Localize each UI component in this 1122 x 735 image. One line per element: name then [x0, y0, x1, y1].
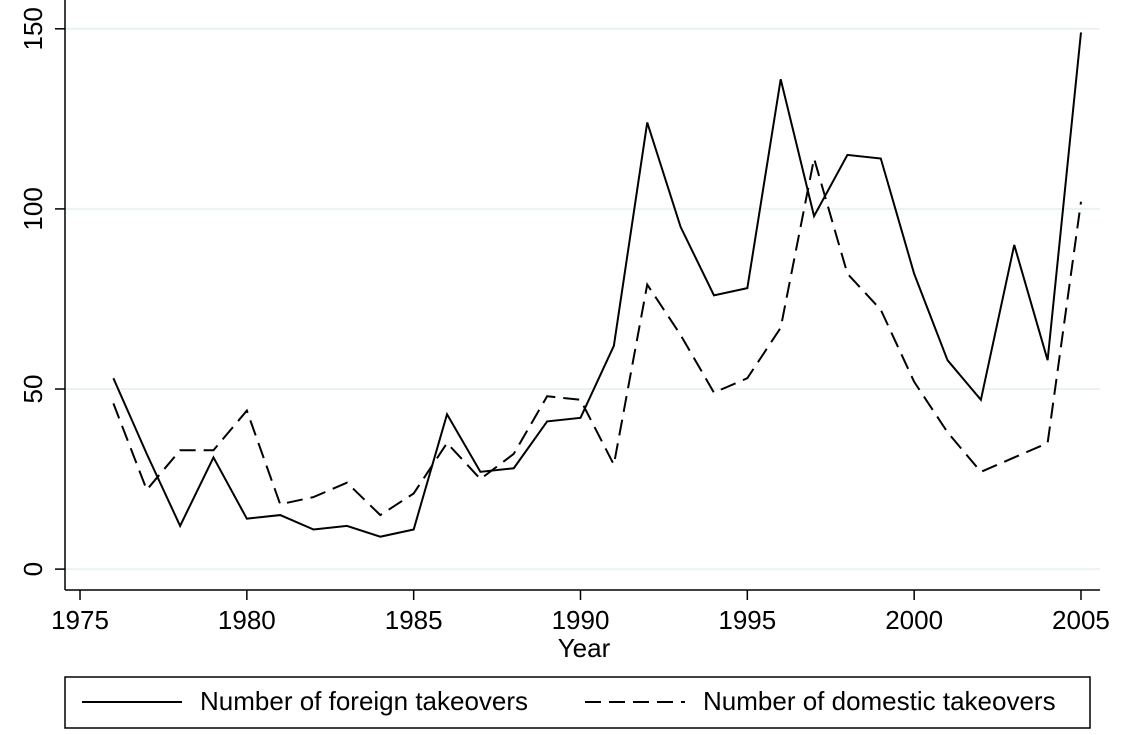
legend-label: Number of domestic takeovers [703, 686, 1056, 716]
x-tick-label: 2000 [885, 605, 943, 635]
y-tick-label: 100 [18, 187, 48, 230]
x-tick-label: 2005 [1052, 605, 1110, 635]
y-tick-label: 0 [18, 562, 48, 576]
y-tick-label: 150 [18, 7, 48, 50]
series-line [112, 32, 1082, 538]
x-tick-label: 1995 [718, 605, 776, 635]
x-tick-label: 1990 [552, 605, 610, 635]
x-tick-label: 1985 [385, 605, 443, 635]
x-tick-label: 1980 [218, 605, 276, 635]
x-axis-label: Year [558, 633, 611, 663]
x-tick-label: 1975 [51, 605, 109, 635]
legend-box [64, 676, 1091, 729]
series-line [112, 158, 1082, 517]
y-tick-label: 50 [18, 375, 48, 404]
legend-label: Number of foreign takeovers [200, 686, 528, 716]
